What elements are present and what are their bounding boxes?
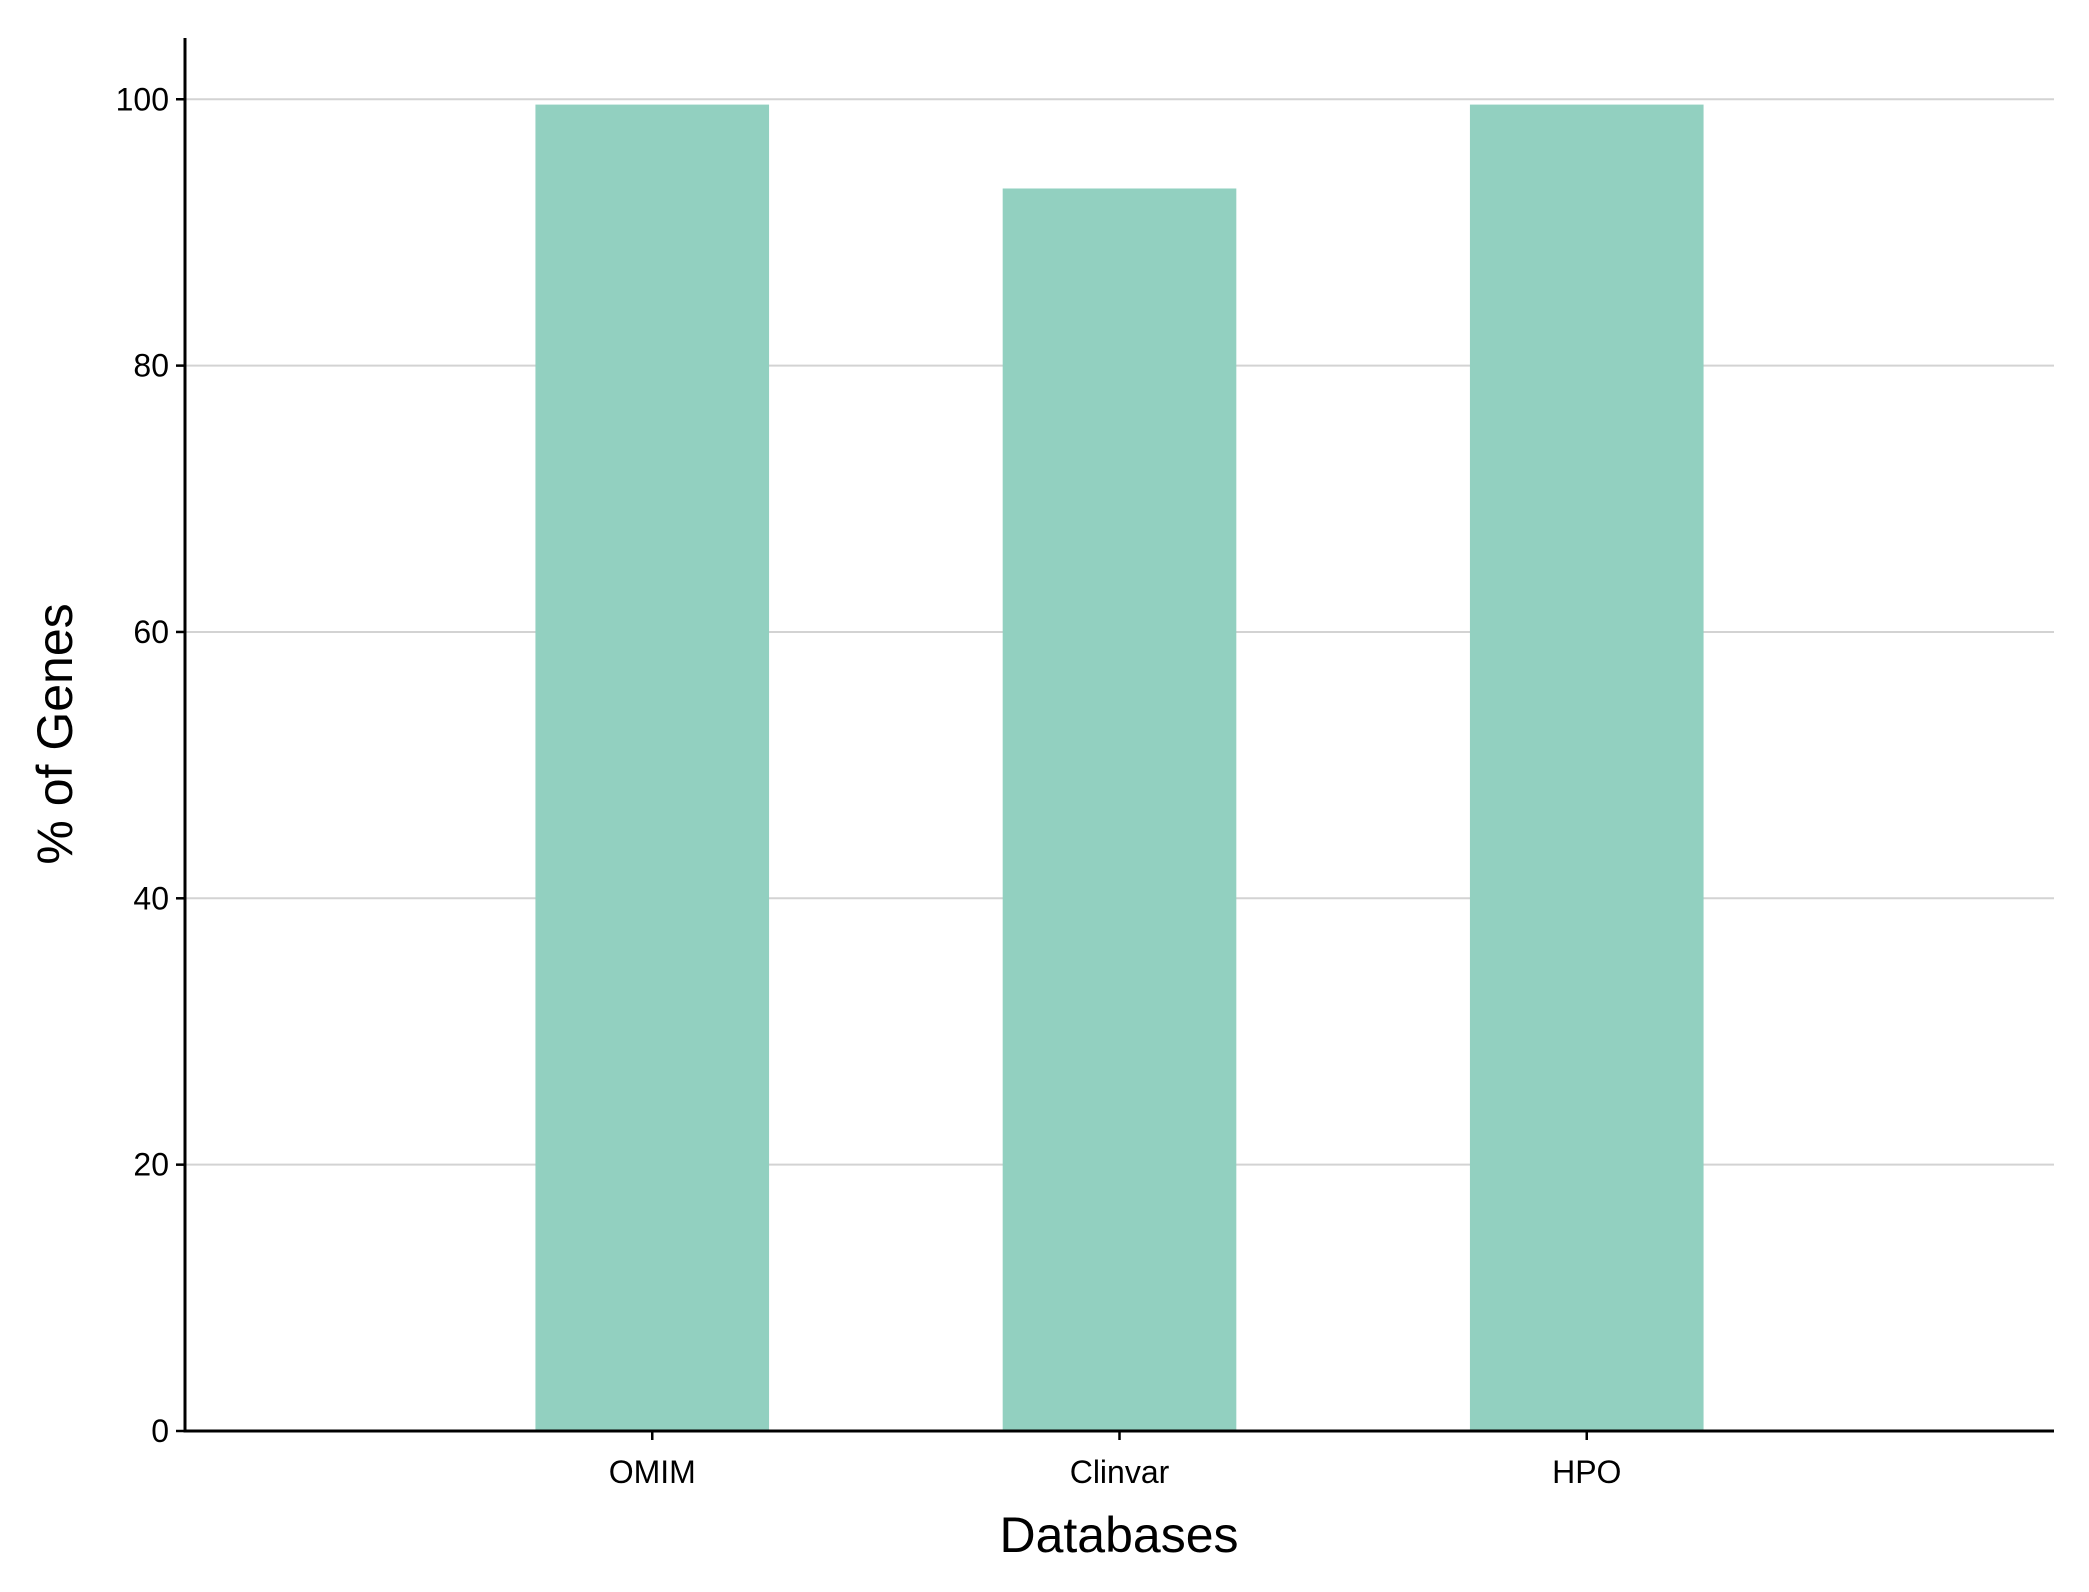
- y-tick-label: 40: [133, 880, 169, 916]
- y-tick-label: 20: [133, 1147, 169, 1183]
- y-tick-label: 100: [116, 81, 169, 117]
- bar-hpo: [1469, 104, 1704, 1431]
- x-tick-label: HPO: [1552, 1454, 1621, 1490]
- y-axis-label: % of Genes: [27, 603, 83, 864]
- bar-clinvar: [1002, 188, 1237, 1432]
- y-tick-label: 0: [151, 1413, 169, 1449]
- x-axis-label: Databases: [999, 1507, 1238, 1563]
- x-tick-label: Clinvar: [1070, 1454, 1170, 1490]
- y-tick-label: 60: [133, 614, 169, 650]
- bar-omim: [535, 104, 770, 1431]
- y-tick-label: 80: [133, 348, 169, 384]
- x-tick-label: OMIM: [609, 1454, 696, 1490]
